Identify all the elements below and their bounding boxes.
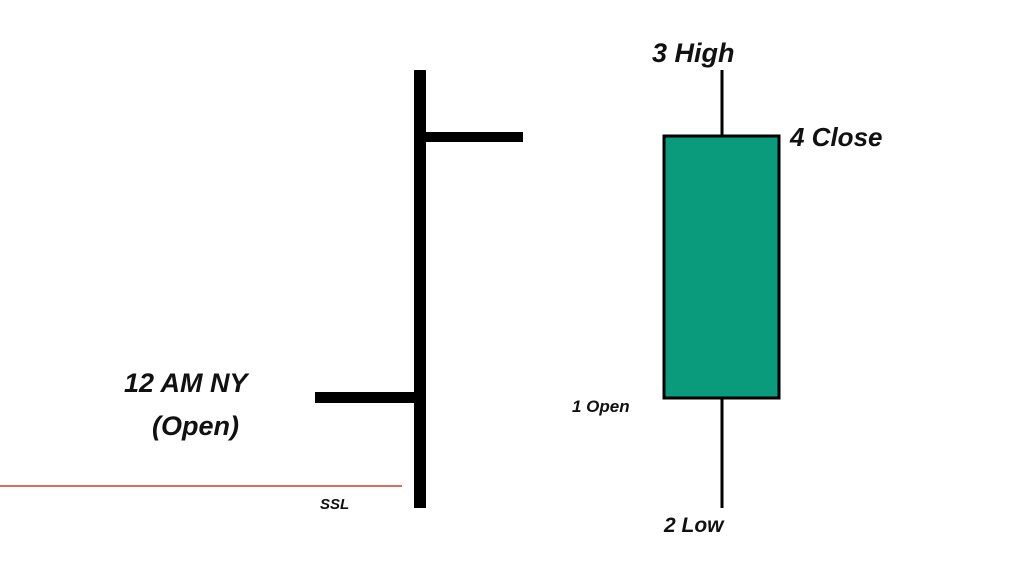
open-label: 1 Open — [572, 397, 630, 416]
ssl-label: SSL — [320, 496, 349, 513]
high-label: 3 High — [652, 38, 735, 68]
candle-body — [662, 134, 781, 400]
ny-open-label-line2: (Open) — [152, 411, 239, 441]
ohlc-bar-vertical — [414, 70, 426, 508]
ny-open-label-line1: 12 AM NY — [124, 368, 251, 398]
ohlc-close-tick — [426, 132, 523, 142]
ohlc-open-tick — [315, 392, 414, 403]
low-label: 2 Low — [663, 514, 725, 537]
close-label: 4 Close — [789, 122, 883, 152]
